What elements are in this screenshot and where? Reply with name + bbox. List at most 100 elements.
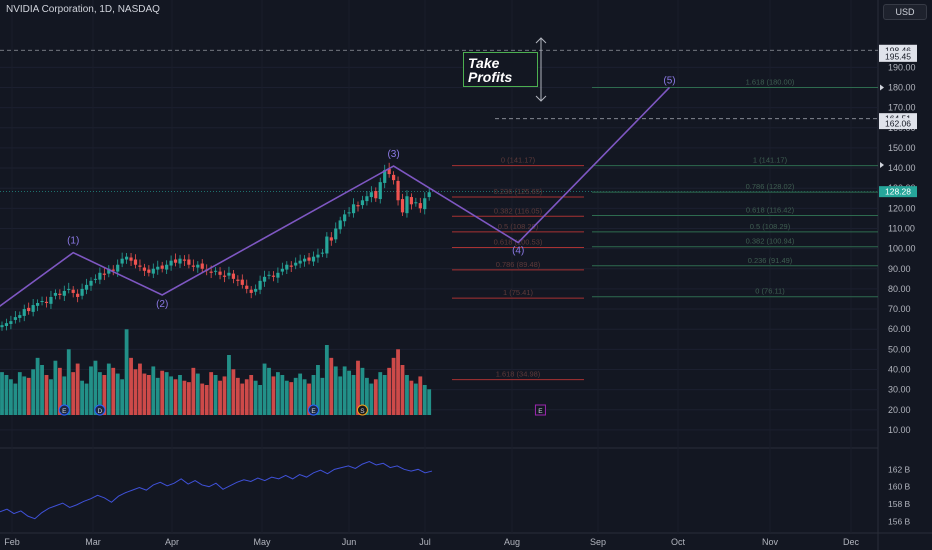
y-tick-label: 110.00 xyxy=(888,223,915,233)
volume-bar xyxy=(298,373,303,415)
volume-bar xyxy=(302,379,307,415)
candle-body xyxy=(262,276,267,282)
volume-bar xyxy=(160,370,165,415)
x-tick-label: Apr xyxy=(165,537,179,547)
candle-body xyxy=(209,271,213,273)
volume-bar xyxy=(427,389,432,415)
candle-body xyxy=(27,307,31,312)
candle-body xyxy=(254,288,258,292)
candle-body xyxy=(240,279,244,285)
candle-body xyxy=(160,265,164,269)
volume-bar xyxy=(396,349,400,415)
candle-body xyxy=(182,259,187,261)
volume-bar xyxy=(409,380,414,415)
event-marker-label: E xyxy=(538,408,543,415)
volume-bar xyxy=(138,363,142,415)
candle-body xyxy=(365,196,369,202)
volume-bar xyxy=(155,377,160,415)
volume-bar xyxy=(164,372,169,415)
event-marker xyxy=(534,404,546,416)
y-tick-label: 180.00 xyxy=(888,82,916,92)
volume-bar xyxy=(213,375,218,415)
candle-body xyxy=(360,200,365,206)
event-marker xyxy=(356,404,368,416)
take-profits-text: Take Profits xyxy=(468,55,513,85)
take-profit-arrowheads xyxy=(535,37,547,102)
y-tick-label: 190.00 xyxy=(888,62,916,72)
candle-body xyxy=(102,273,106,275)
candle-body xyxy=(329,237,333,241)
candle-body xyxy=(307,257,311,261)
volume-bar xyxy=(276,372,280,415)
volume-bar xyxy=(120,379,125,415)
event-marker-label: S xyxy=(360,408,365,415)
volume-bar xyxy=(22,376,27,415)
volume-bar xyxy=(106,363,111,415)
y-tick-label: 90.00 xyxy=(888,264,911,274)
candle-body xyxy=(222,275,227,277)
volume-bar xyxy=(240,383,245,415)
fib-extension-label: 1.618 (180.00) xyxy=(746,77,795,86)
volume-bar xyxy=(115,373,120,415)
candle-body xyxy=(71,289,75,293)
candle-body xyxy=(347,212,351,214)
candle-body xyxy=(76,293,80,297)
rsi-tick-label: 162 B xyxy=(888,464,911,474)
fib-extension-label: 1 (141.17) xyxy=(753,156,788,165)
volume-bar xyxy=(253,380,258,415)
fib-level-label: 1 (75.41) xyxy=(503,288,534,297)
candle-body xyxy=(111,269,115,271)
volume-bar xyxy=(4,375,9,415)
candle-body xyxy=(280,268,284,272)
volume-bar xyxy=(258,385,262,415)
candle-body xyxy=(400,199,405,213)
event-marker-label: D xyxy=(98,408,103,415)
candle-body xyxy=(36,303,40,306)
volume-bar xyxy=(249,375,254,415)
event-marker xyxy=(58,404,70,416)
volume-bar xyxy=(151,366,156,415)
fib-extension-label: 0.5 (108.29) xyxy=(750,222,791,231)
x-tick-label: Feb xyxy=(4,537,20,547)
candle-body xyxy=(423,198,427,210)
volume-bar xyxy=(378,372,383,415)
candle-body xyxy=(62,290,66,296)
volume-bar xyxy=(329,357,334,415)
currency-button[interactable]: USD xyxy=(883,4,927,20)
candle-body xyxy=(378,182,382,200)
volume-bar xyxy=(271,376,276,415)
volume-bar xyxy=(316,365,320,415)
x-tick-label: Dec xyxy=(843,537,860,547)
fib-level-label: 0.5 (108.29) xyxy=(498,222,539,231)
volume-bar xyxy=(9,379,13,415)
fib-extension-label: 0.786 (128.02) xyxy=(746,182,795,191)
axis-marker-icon xyxy=(880,162,884,169)
take-profits-box: Take Profits xyxy=(463,52,538,87)
volume-bar xyxy=(244,379,249,415)
candle-body xyxy=(44,301,49,304)
candle-body xyxy=(0,325,4,328)
candle-body xyxy=(311,256,316,262)
candle-body xyxy=(133,259,138,265)
candle-body xyxy=(218,271,222,275)
y-tick-label: 40.00 xyxy=(888,364,911,374)
volume-bar xyxy=(44,375,49,415)
volume-bar xyxy=(89,366,93,415)
volume-bar xyxy=(169,376,173,415)
candle-body xyxy=(236,279,240,281)
candle-body xyxy=(84,284,89,290)
candle-body xyxy=(178,258,182,264)
candle-body xyxy=(356,205,360,207)
volume-bar xyxy=(373,379,378,415)
candle-body xyxy=(320,252,324,254)
volume-bar xyxy=(187,382,191,415)
y-tick-label: 10.00 xyxy=(888,425,911,435)
volume-bar xyxy=(324,345,329,415)
volume-bar xyxy=(111,367,116,415)
candle-body xyxy=(427,192,431,198)
event-marker-label: E xyxy=(62,408,67,415)
fib-extension-label: 0 (76.11) xyxy=(755,287,785,296)
candle-body xyxy=(147,269,151,273)
y-tick-label: 140.00 xyxy=(888,163,916,173)
